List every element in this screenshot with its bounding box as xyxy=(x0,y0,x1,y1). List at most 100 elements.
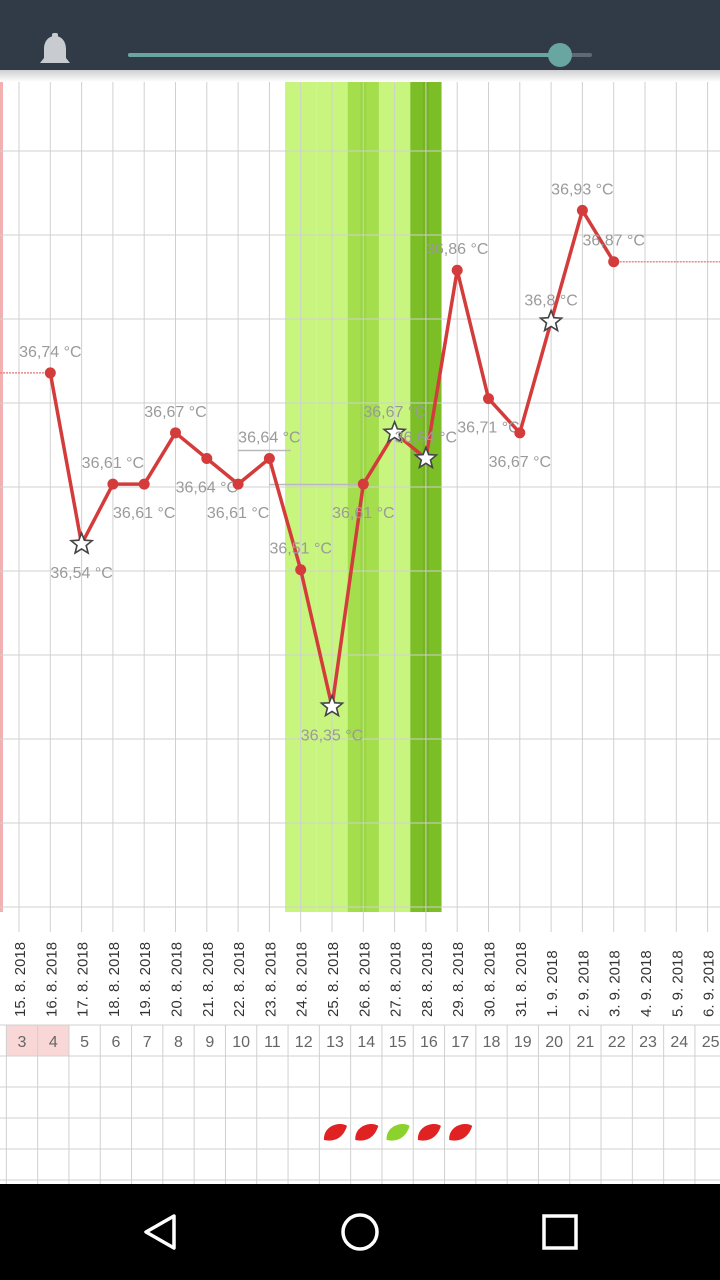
cycle-day-highlight xyxy=(6,1025,38,1056)
cycle-day-number: 7 xyxy=(143,1034,152,1051)
cycle-day-number: 18 xyxy=(483,1034,501,1051)
date-label: 5. 9. 2018 xyxy=(669,950,686,1017)
date-label: 23. 8. 2018 xyxy=(262,942,279,1017)
temperature-label: 36,67 °C xyxy=(363,404,425,421)
cycle-day-number: 13 xyxy=(326,1034,344,1051)
date-label: 31. 8. 2018 xyxy=(513,942,530,1017)
navigation-bar xyxy=(0,1184,720,1280)
data-point xyxy=(608,256,620,268)
cycle-day-number: 21 xyxy=(577,1034,595,1051)
date-label: 30. 8. 2018 xyxy=(482,942,499,1017)
cycle-day-number: 10 xyxy=(232,1034,250,1051)
temperature-label: 36,35 °C xyxy=(301,728,363,745)
home-icon[interactable] xyxy=(336,1208,384,1256)
temperature-label: 36,74 °C xyxy=(19,344,81,361)
cycle-day-number: 15 xyxy=(389,1034,407,1051)
temperature-label: 36,64 °C xyxy=(176,479,238,496)
date-label: 2. 9. 2018 xyxy=(575,950,592,1017)
leaf-icon xyxy=(323,1123,347,1141)
temperature-label: 36,93 °C xyxy=(551,181,613,198)
date-range-slider[interactable] xyxy=(128,43,592,67)
date-label: 24. 8. 2018 xyxy=(294,942,311,1017)
cycle-day-number: 11 xyxy=(264,1034,281,1051)
date-label: 26. 8. 2018 xyxy=(356,942,373,1017)
cycle-day-number: 24 xyxy=(670,1034,688,1051)
cycle-day-number: 23 xyxy=(639,1034,657,1051)
date-label: 17. 8. 2018 xyxy=(75,942,92,1017)
date-label: 16. 8. 2018 xyxy=(43,942,60,1017)
star-marker xyxy=(319,693,345,718)
cycle-day-number: 6 xyxy=(111,1034,120,1051)
date-label: 21. 8. 2018 xyxy=(200,942,217,1017)
star-marker xyxy=(413,445,439,470)
date-label: 3. 9. 2018 xyxy=(607,950,624,1017)
data-point xyxy=(107,478,119,490)
bell-icon[interactable] xyxy=(36,32,74,70)
temperature-label: 36,51 °C xyxy=(269,541,331,558)
recents-icon[interactable] xyxy=(536,1208,584,1256)
data-point xyxy=(232,478,244,490)
date-label: 19. 8. 2018 xyxy=(137,942,154,1017)
temperature-label: 36,67 °C xyxy=(144,404,206,421)
data-point xyxy=(451,264,463,276)
topbar-shadow xyxy=(0,70,720,82)
temperature-label: 36,86 °C xyxy=(426,241,488,258)
date-label: 25. 8. 2018 xyxy=(325,942,342,1017)
temperature-label: 36,71 °C xyxy=(457,420,519,437)
slider-thumb[interactable] xyxy=(547,43,572,67)
date-label: 15. 8. 2018 xyxy=(12,942,29,1017)
cycle-day-highlight xyxy=(37,1025,69,1056)
cycle-day-number: 22 xyxy=(608,1034,626,1051)
top-bar xyxy=(0,0,720,70)
data-point xyxy=(357,478,369,490)
star-marker xyxy=(538,308,564,333)
temperature-label: 36,64 °C xyxy=(395,429,457,446)
cycle-day-number: 14 xyxy=(357,1034,375,1051)
back-icon[interactable] xyxy=(136,1208,184,1256)
date-label: 29. 8. 2018 xyxy=(450,942,467,1017)
temperature-chart[interactable]: 36,74 °C 36,54 °C 36,61 °C 36,61 °C 36,67 °C… xyxy=(0,82,720,1184)
date-label: 1. 9. 2018 xyxy=(544,950,561,1017)
cycle-day-number: 4 xyxy=(49,1034,58,1051)
data-point xyxy=(44,367,56,379)
leaf-icon xyxy=(355,1123,379,1141)
data-point xyxy=(483,393,494,405)
date-label: 18. 8. 2018 xyxy=(106,942,123,1017)
temperature-label: 36,61 °C xyxy=(207,505,269,522)
temperature-label: 36,61 °C xyxy=(332,505,394,522)
leaf-icon xyxy=(449,1123,473,1141)
date-label: 27. 8. 2018 xyxy=(388,942,405,1017)
date-label: 22. 8. 2018 xyxy=(231,942,248,1017)
cycle-day-number: 20 xyxy=(545,1034,563,1051)
data-point xyxy=(576,204,588,216)
temperature-label: 36,61 °C xyxy=(113,505,175,522)
data-point xyxy=(170,427,181,439)
temperature-label: 36,64 °C xyxy=(238,429,300,446)
cycle-day-number: 16 xyxy=(420,1034,438,1051)
data-point xyxy=(201,452,213,464)
cycle-day-number: 17 xyxy=(451,1034,469,1051)
star-marker xyxy=(69,530,95,555)
date-label: 6. 9. 2018 xyxy=(701,950,718,1017)
temperature-label: 36,61 °C xyxy=(82,455,144,472)
data-point xyxy=(514,427,526,439)
data-point xyxy=(138,478,150,490)
cycle-day-number: 9 xyxy=(205,1034,214,1051)
data-point xyxy=(295,564,307,576)
left-edge xyxy=(0,82,3,912)
star-marker xyxy=(382,419,408,444)
temperature-label: 36,87 °C xyxy=(582,233,644,250)
cycle-day-number: 19 xyxy=(514,1034,532,1051)
date-label: 20. 8. 2018 xyxy=(169,942,186,1017)
date-label: 28. 8. 2018 xyxy=(419,942,436,1017)
slider-fill xyxy=(128,53,560,57)
leaf-icon xyxy=(386,1123,410,1141)
temperature-label: 36,8 °C xyxy=(524,293,578,310)
cycle-day-number: 25 xyxy=(702,1034,720,1051)
data-point xyxy=(263,452,275,464)
cycle-day-number: 12 xyxy=(295,1034,313,1051)
temperature-label: 36,67 °C xyxy=(489,454,551,471)
temperature-label: 36,54 °C xyxy=(50,565,112,582)
leaf-icon xyxy=(417,1123,441,1141)
cycle-day-number: 8 xyxy=(174,1034,183,1051)
